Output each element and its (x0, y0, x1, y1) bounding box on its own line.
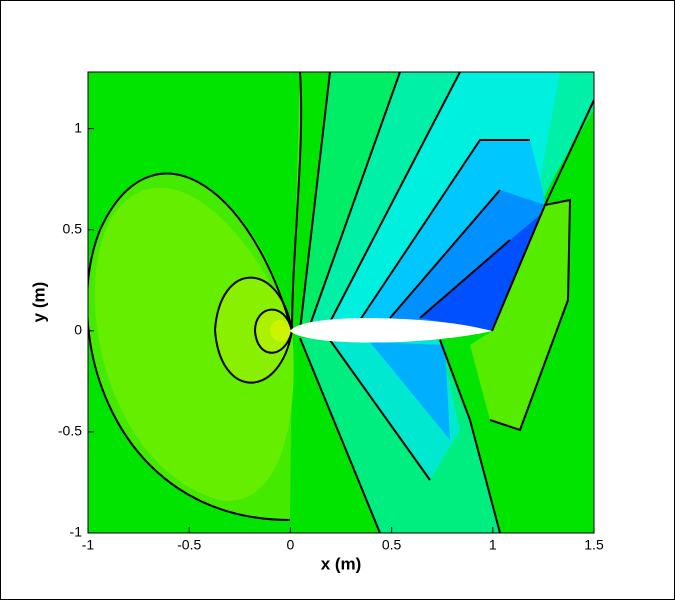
plot-border (87, 71, 595, 534)
x-tick-label: 1 (489, 537, 497, 553)
contour-field (88, 72, 594, 533)
x-tick-label: -1 (82, 537, 95, 553)
y-tick-label: -0.5 (58, 423, 82, 439)
x-tick-label: 1.5 (584, 537, 604, 553)
y-tick-label: 1 (74, 119, 82, 135)
y-axis-label: y (m) (29, 282, 48, 323)
y-tick-label: 0.5 (63, 220, 83, 236)
x-tick-label: 0 (287, 537, 295, 553)
x-tick-label: -0.5 (177, 537, 201, 553)
x-axis-label: x (m) (321, 554, 362, 573)
y-tick-label: -1 (70, 524, 83, 540)
y-tick-label: 0 (74, 322, 82, 338)
x-tick-label: 0.5 (382, 537, 402, 553)
